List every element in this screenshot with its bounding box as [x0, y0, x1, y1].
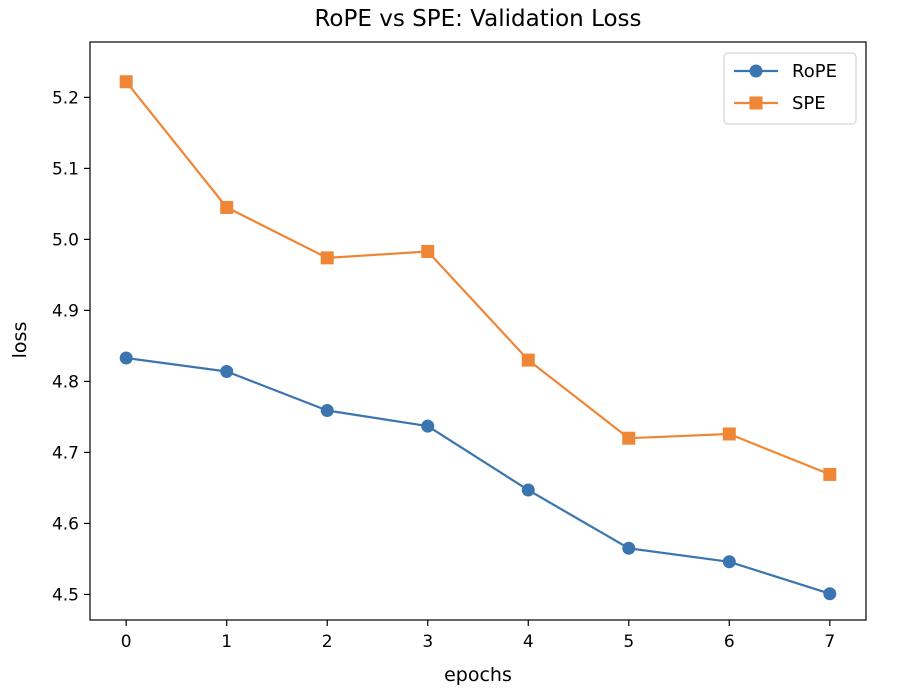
- x-tick-label: 3: [422, 632, 433, 652]
- x-tick-label: 4: [523, 632, 534, 652]
- data-point-rope: [722, 555, 736, 569]
- x-tick-label: 2: [322, 632, 333, 652]
- data-point-rope: [119, 351, 133, 365]
- data-point-spe: [823, 467, 837, 481]
- y-tick-label: 5.1: [52, 159, 79, 179]
- x-tick-label: 5: [623, 632, 634, 652]
- x-tick-label: 0: [121, 632, 132, 652]
- x-tick-label: 7: [824, 632, 835, 652]
- data-point-rope: [320, 404, 334, 418]
- plot-frame: [89, 41, 867, 621]
- data-point-rope: [521, 483, 535, 497]
- y-tick-label: 5.2: [52, 88, 79, 108]
- data-point-spe: [421, 244, 435, 258]
- data-point-spe: [119, 75, 133, 89]
- data-point-spe: [622, 431, 636, 445]
- y-tick-label: 4.5: [52, 585, 79, 605]
- data-point-spe: [220, 200, 234, 214]
- data-point-spe: [521, 353, 535, 367]
- y-tick-label: 4.9: [52, 301, 79, 321]
- legend-marker-rope: [749, 64, 763, 78]
- y-tick-label: 4.6: [52, 514, 79, 534]
- y-axis-label: loss: [9, 322, 31, 359]
- x-tick-label: 6: [724, 632, 735, 652]
- y-tick-label: 5.0: [52, 230, 79, 250]
- data-point-rope: [622, 541, 636, 555]
- series-line-rope: [126, 356, 831, 595]
- data-point-rope: [220, 364, 234, 378]
- data-point-rope: [823, 587, 837, 601]
- y-tick-label: 4.8: [52, 372, 79, 392]
- legend-label-rope: RoPE: [792, 61, 837, 82]
- plot-area: 0 1 2 3 4 5 6 7 4.5 4.6 4.7 4.8 4.9 5.0 5.1 5.2 RoPE SPE: [52, 41, 867, 652]
- series-line-spe: [125, 81, 831, 476]
- data-point-spe: [722, 427, 736, 441]
- x-axis-label: epochs: [444, 664, 512, 686]
- data-point-spe: [320, 251, 334, 265]
- data-point-rope: [421, 419, 435, 433]
- y-tick-label: 4.7: [52, 443, 79, 463]
- x-tick-label: 1: [221, 632, 232, 652]
- legend-label-spe: SPE: [792, 93, 826, 114]
- chart-title: RoPE vs SPE: Validation Loss: [314, 6, 641, 32]
- legend-marker-spe: [749, 96, 763, 110]
